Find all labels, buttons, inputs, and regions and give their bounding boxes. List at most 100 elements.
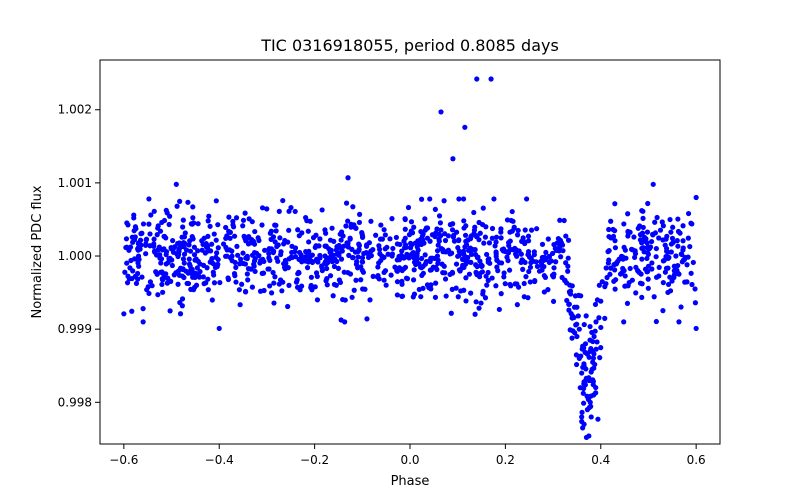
data-point <box>472 311 478 317</box>
data-point <box>428 255 434 261</box>
data-point <box>304 258 310 264</box>
data-point <box>437 220 443 226</box>
data-point <box>478 300 484 306</box>
data-point <box>155 292 161 298</box>
data-point <box>668 229 674 235</box>
data-point <box>596 282 602 288</box>
data-point <box>184 280 190 287</box>
data-point <box>608 235 614 241</box>
data-point <box>379 236 386 242</box>
data-point <box>124 280 131 286</box>
data-point <box>191 244 197 250</box>
data-point <box>590 348 596 354</box>
data-point <box>685 235 691 241</box>
data-point <box>587 399 593 405</box>
data-point <box>581 381 587 387</box>
data-point <box>401 238 407 244</box>
data-point <box>173 181 179 187</box>
data-point <box>649 238 655 245</box>
data-point <box>589 329 595 336</box>
data-point <box>486 256 492 262</box>
data-point <box>527 279 533 285</box>
data-point <box>280 197 286 204</box>
data-point <box>453 261 460 267</box>
data-point <box>234 243 240 249</box>
data-point <box>653 245 659 252</box>
data-point <box>177 311 184 317</box>
data-point <box>192 270 198 276</box>
data-point <box>539 241 546 247</box>
data-point <box>660 223 666 229</box>
data-point <box>567 327 573 333</box>
data-point <box>435 260 441 266</box>
data-point <box>340 233 346 239</box>
data-point <box>480 205 486 211</box>
data-point <box>574 321 580 327</box>
data-point <box>478 262 484 268</box>
data-point <box>345 269 351 276</box>
data-point <box>170 237 176 244</box>
data-point <box>179 234 185 240</box>
data-point <box>519 238 525 244</box>
data-point <box>434 226 440 232</box>
data-point <box>408 240 414 246</box>
data-point <box>274 255 280 261</box>
data-point <box>678 304 684 310</box>
data-point <box>191 252 198 258</box>
data-point <box>410 294 416 300</box>
data-point <box>652 219 658 225</box>
data-point <box>223 253 229 259</box>
data-point <box>603 265 609 271</box>
data-point <box>292 208 298 215</box>
data-point <box>349 294 355 300</box>
data-point <box>651 294 657 300</box>
data-point <box>418 294 424 300</box>
x-tick-label: 0.0 <box>400 453 419 467</box>
data-point <box>299 283 305 289</box>
data-point <box>576 355 582 362</box>
data-point <box>331 238 337 245</box>
data-point <box>456 237 462 243</box>
data-point <box>449 286 455 292</box>
data-point <box>289 249 295 256</box>
data-point <box>608 265 614 271</box>
data-point <box>514 302 520 308</box>
data-point <box>285 303 291 310</box>
data-point <box>671 274 677 281</box>
data-point <box>325 255 331 261</box>
data-point <box>626 279 632 286</box>
data-point <box>381 277 387 283</box>
data-point <box>424 235 431 241</box>
data-point <box>285 239 291 245</box>
data-point <box>645 251 651 257</box>
data-point <box>130 239 136 245</box>
data-point <box>560 248 566 254</box>
data-point <box>317 236 323 242</box>
data-point <box>180 256 187 262</box>
data-point <box>353 277 359 283</box>
data-point <box>139 274 145 280</box>
data-point <box>286 208 292 214</box>
data-point <box>368 218 374 224</box>
data-point <box>525 238 532 244</box>
data-point <box>378 222 384 228</box>
data-point <box>422 216 428 222</box>
data-point <box>461 264 467 271</box>
data-point <box>503 249 509 255</box>
data-point <box>310 235 317 241</box>
data-point <box>525 295 531 301</box>
data-point <box>662 269 668 275</box>
data-point <box>422 252 428 258</box>
data-point <box>635 268 641 274</box>
data-point <box>202 250 208 256</box>
data-point <box>563 280 570 286</box>
data-point <box>645 285 651 291</box>
data-point <box>281 241 287 247</box>
data-point <box>373 232 379 238</box>
data-point <box>456 267 463 273</box>
data-point <box>306 239 312 245</box>
data-point <box>167 213 173 219</box>
data-point <box>427 196 433 202</box>
x-tick-label: 0.6 <box>687 453 706 467</box>
data-point <box>566 307 572 313</box>
